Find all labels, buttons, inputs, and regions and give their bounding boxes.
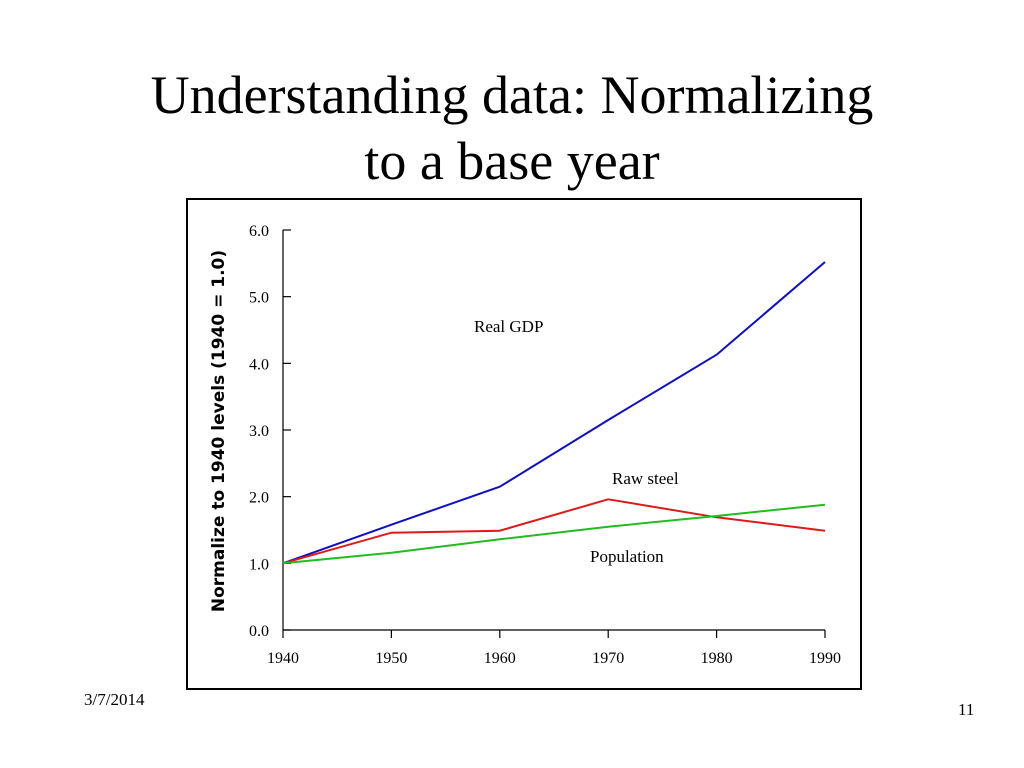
slide-title-line-1: Understanding data: Normalizing (150, 65, 874, 125)
series-line-raw-steel (282, 498, 826, 565)
x-tick-label: 1980 (701, 650, 733, 667)
x-tick-label: 1970 (592, 650, 624, 667)
annotation-population: Population (590, 547, 664, 566)
x-tick-label: 1950 (375, 650, 407, 667)
y-tick-label: 5.0 (249, 290, 269, 307)
x-tick-label: 1940 (267, 650, 299, 667)
y-tick-label: 3.0 (249, 423, 269, 440)
y-tick-label: 1.0 (249, 556, 269, 573)
y-tick-label: 0.0 (249, 623, 269, 640)
y-tick-label: 2.0 (249, 490, 269, 507)
annotation-raw-steel: Raw steel (612, 469, 679, 488)
series-line-population (282, 503, 826, 565)
y-axis-label: Normalize to 1940 levels (1940 = 1.0) (209, 250, 229, 612)
slide-title: Understanding data: Normalizing to a bas… (0, 62, 1024, 194)
line-chart: 0.0 1.0 2.0 3.0 4.0 5.0 6.0 1940 1950 1960 1970 198… (209, 223, 841, 667)
y-tick-label: 4.0 (249, 356, 269, 373)
x-tick-label: 1990 (809, 650, 841, 667)
slide-page-number: 11 (958, 700, 975, 719)
chart-frame (186, 198, 862, 690)
slide-date: 3/7/2014 (84, 690, 145, 709)
slide-title-line-2: to a base year (364, 131, 660, 191)
series-line-real-gdp (282, 261, 826, 565)
x-tick-label: 1960 (484, 650, 516, 667)
y-tick-label: 6.0 (249, 223, 269, 240)
annotation-real-gdp: Real GDP (474, 317, 543, 336)
